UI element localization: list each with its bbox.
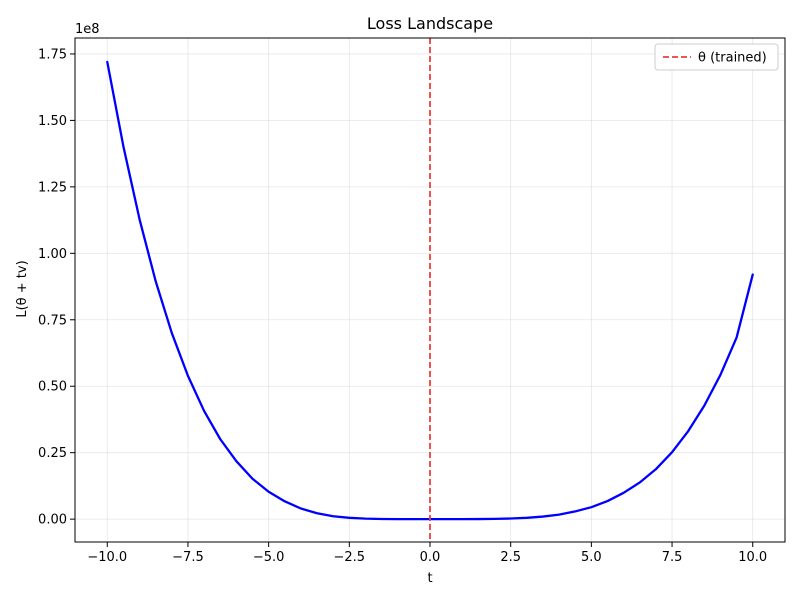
chart-title: Loss Landscape — [367, 14, 493, 33]
y-tick-label: 0.75 — [38, 313, 67, 328]
x-tick-label: −10.0 — [87, 550, 127, 565]
y-tick-label: 0.00 — [38, 513, 67, 528]
legend-label: θ (trained) — [698, 51, 767, 66]
legend-box — [654, 43, 779, 71]
y-tick-label: 1.75 — [38, 47, 67, 62]
y-tick-label: 0.50 — [38, 380, 67, 395]
y-offset-label: 1e8 — [75, 22, 100, 37]
y-axis-ticks: 0.00 0.25 0.50 0.75 1.00 1.25 1.50 1.75 — [38, 47, 75, 528]
x-axis-ticks: −10.0 −7.5 −5.0 −2.5 0.0 2.5 5.0 7.5 10.0 — [87, 542, 767, 565]
y-tick-label: 1.50 — [38, 114, 67, 129]
x-tick-label: 10.0 — [738, 550, 767, 565]
x-tick-label: −7.5 — [172, 550, 204, 565]
x-tick-label: 5.0 — [581, 550, 602, 565]
legend: θ (trained) — [654, 43, 779, 71]
y-tick-label: 1.00 — [38, 247, 67, 262]
y-tick-label: 1.25 — [38, 180, 67, 195]
x-tick-label: 0.0 — [420, 550, 441, 565]
x-axis-label: t — [427, 571, 432, 586]
x-tick-label: 2.5 — [500, 550, 521, 565]
y-tick-label: 0.25 — [38, 446, 67, 461]
y-axis-label: L(θ + tv) — [15, 260, 30, 317]
x-tick-label: −5.0 — [253, 550, 285, 565]
x-tick-label: −2.5 — [334, 550, 366, 565]
x-tick-label: 7.5 — [662, 550, 683, 565]
